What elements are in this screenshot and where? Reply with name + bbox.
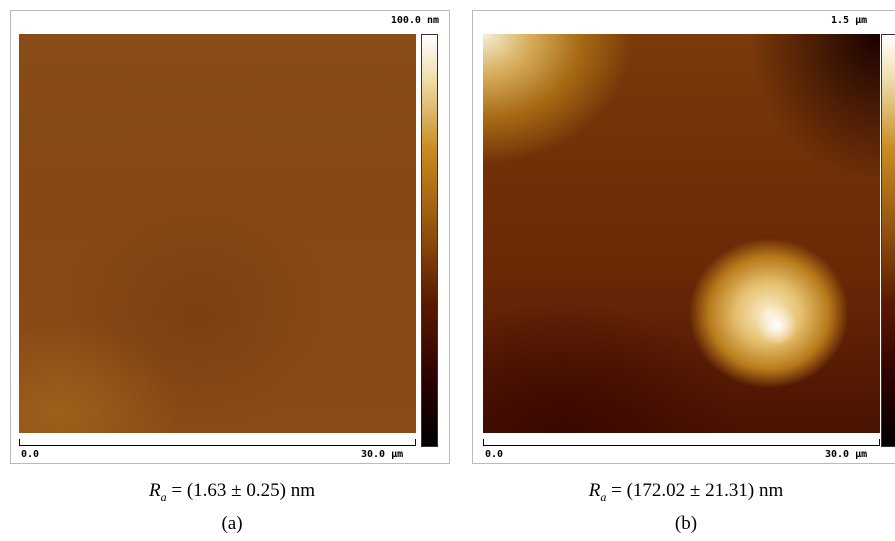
caption-subscript: a <box>600 489 607 504</box>
caption-subscript: a <box>160 489 167 504</box>
panel-label: (a) <box>221 513 243 534</box>
caption-symbol: R <box>149 480 161 501</box>
panel-b: 1.5 µm 0.0 30.0 µm <box>472 10 895 464</box>
axis-start: 0.0 <box>485 449 504 460</box>
panel-label: (b) <box>674 513 698 534</box>
scale-max: 100.0 nm <box>390 15 439 26</box>
afm-image <box>483 34 880 433</box>
color-bar <box>881 34 895 447</box>
axis-end: 30.0 µm <box>361 449 404 460</box>
color-bar <box>421 34 438 447</box>
scale-max: 1.5 µm <box>831 15 868 26</box>
caption-symbol: R <box>588 480 601 501</box>
caption-text: = (172.02 ± 21.31) nm <box>606 480 784 501</box>
caption: Ra = (172.02 ± 21.31) nm <box>466 480 895 505</box>
afm-image <box>19 34 416 433</box>
caption: Ra = (1.63 ± 0.25) nm <box>12 480 452 505</box>
caption-text: = (1.63 ± 0.25) nm <box>166 480 315 501</box>
axis-start: 0.0 <box>21 449 40 460</box>
axis-line <box>19 439 416 446</box>
axis-end: 30.0 µm <box>825 449 868 460</box>
panel-a: 100.0 nm 0.0 30.0 µm <box>10 10 450 464</box>
axis-line <box>483 439 880 446</box>
